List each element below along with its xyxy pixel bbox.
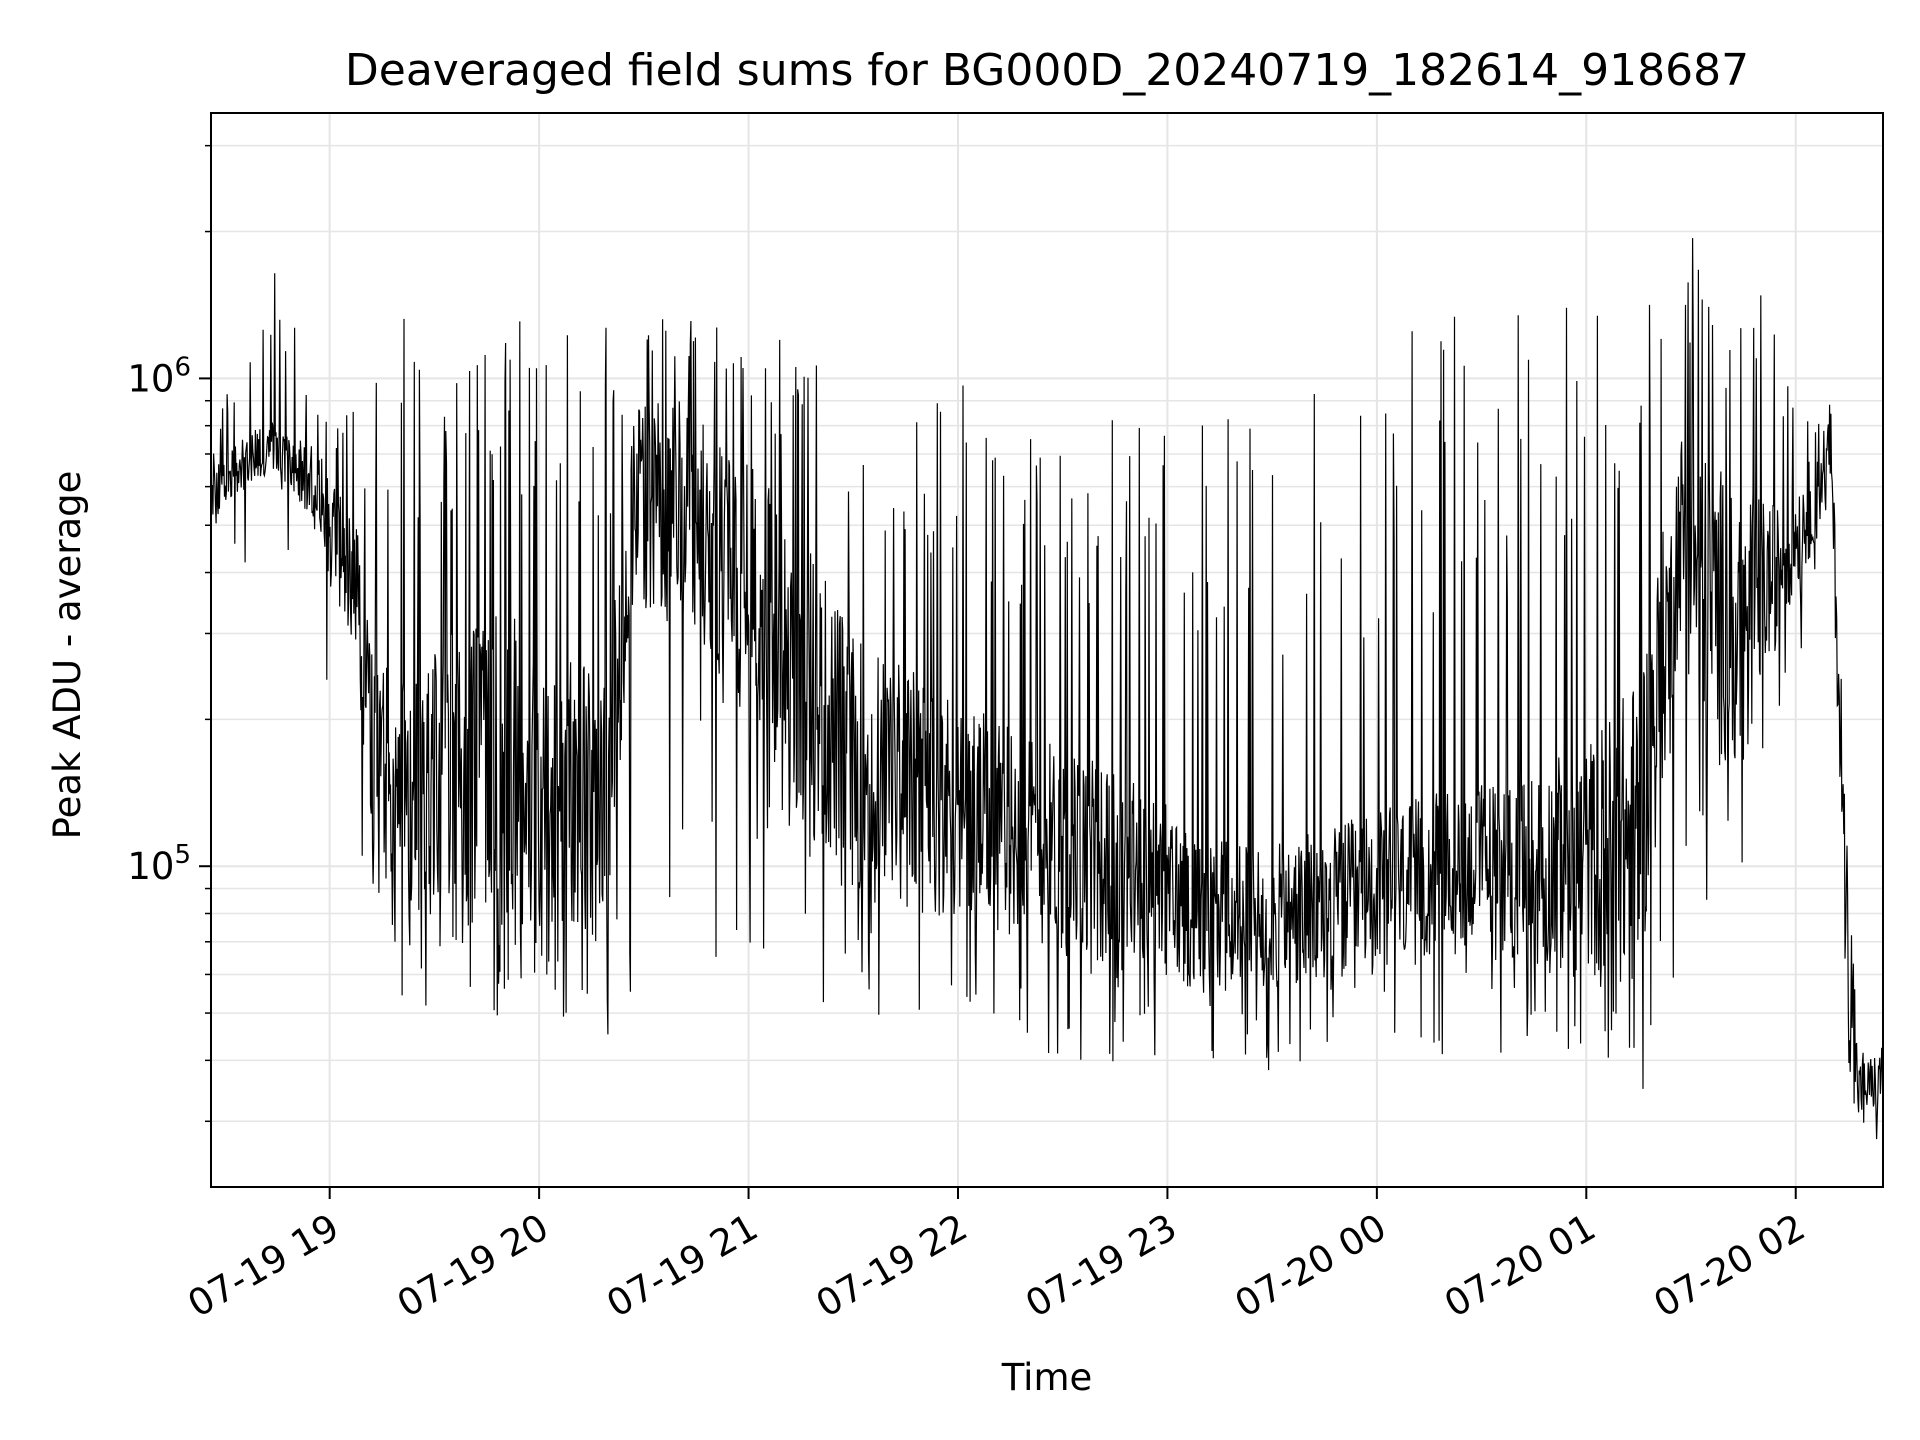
y-tick-label: 105 xyxy=(127,840,191,888)
y-axis-label: Peak ADU - average xyxy=(46,471,89,840)
plot-frame xyxy=(210,112,1884,1188)
series-line xyxy=(210,238,1884,1140)
x-tick-label: 07-20 00 xyxy=(1228,1206,1394,1326)
chart-title: Deaveraged field sums for BG000D_2024071… xyxy=(345,45,1749,96)
x-tick-label: 07-19 23 xyxy=(1018,1206,1184,1326)
x-tick-label: 07-19 20 xyxy=(390,1206,556,1326)
y-axis: 105 106 xyxy=(127,144,211,1123)
y-tick-label: 106 xyxy=(127,352,191,400)
grid-lines xyxy=(211,113,1883,1187)
x-tick-label: 07-20 02 xyxy=(1647,1206,1813,1326)
x-tick-label: 07-19 22 xyxy=(809,1206,975,1326)
x-axis-label: Time xyxy=(1001,1356,1093,1399)
series-layer xyxy=(210,238,1884,1140)
x-tick-label: 07-19 21 xyxy=(599,1206,765,1326)
x-axis: 07-19 19 07-19 20 07-19 21 07-19 22 07-19 23… xyxy=(181,1187,1813,1326)
x-tick-label: 07-20 01 xyxy=(1437,1206,1603,1326)
x-tick-label: 07-19 19 xyxy=(181,1206,347,1326)
